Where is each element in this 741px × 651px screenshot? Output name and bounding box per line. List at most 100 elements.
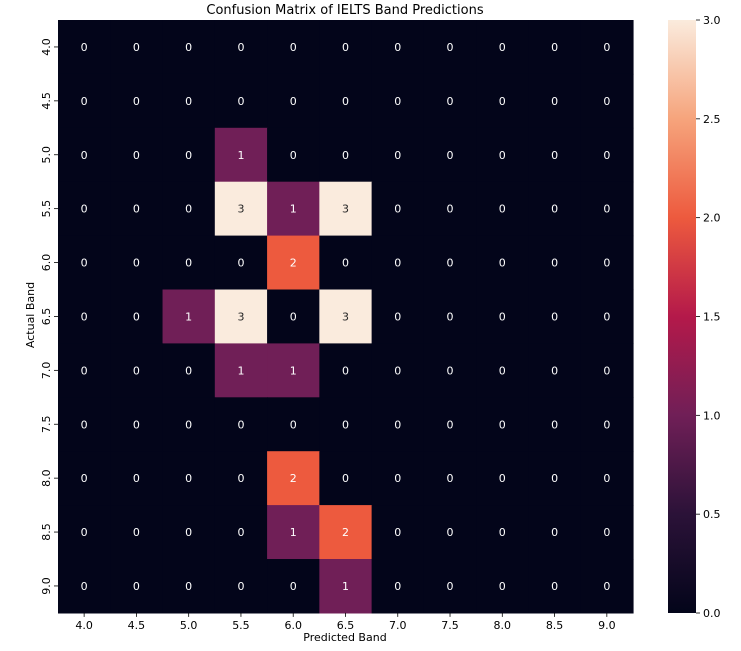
heatmap-cell xyxy=(58,559,111,614)
heatmap-cell xyxy=(58,451,111,506)
heatmap-cell xyxy=(371,397,425,452)
heatmap-cell xyxy=(267,289,320,344)
heatmap-cell xyxy=(110,559,164,614)
cell-value-label: 0 xyxy=(394,310,401,323)
cell-value-label: 0 xyxy=(551,149,558,162)
heatmap-cell xyxy=(110,505,164,560)
cell-value-label: 1 xyxy=(185,310,192,323)
heatmap-cell xyxy=(371,73,425,129)
heatmap-cell xyxy=(423,73,477,129)
cell-value-label: 0 xyxy=(342,95,349,108)
cell-value-label: 0 xyxy=(603,203,610,216)
cell-value-label: 0 xyxy=(499,203,506,216)
heatmap-cell xyxy=(423,20,477,75)
y-tick-label: 5.0 xyxy=(40,146,53,164)
cell-value-label: 0 xyxy=(237,526,244,539)
heatmap-cell xyxy=(476,127,530,183)
heatmap-cell xyxy=(476,289,530,344)
y-tick-label: 9.0 xyxy=(40,577,53,595)
heatmap-cells xyxy=(58,20,634,614)
cell-value-label: 3 xyxy=(342,310,349,323)
heatmap-cell xyxy=(476,397,530,452)
cell-value-label: 0 xyxy=(499,257,506,270)
heatmap-cell xyxy=(162,235,216,291)
cell-value-label: 0 xyxy=(447,203,454,216)
cell-value-label: 1 xyxy=(290,526,297,539)
heatmap-cell xyxy=(267,20,320,75)
cell-value-label: 0 xyxy=(394,203,401,216)
cell-value-label: 0 xyxy=(290,41,297,54)
y-tick-label: 8.0 xyxy=(40,469,53,487)
cell-value-label: 3 xyxy=(237,203,244,216)
heatmap-cell xyxy=(319,127,373,183)
cell-value-label: 2 xyxy=(290,257,297,270)
cell-value-label: 0 xyxy=(603,310,610,323)
heatmap-cell xyxy=(110,20,164,75)
cell-value-label: 0 xyxy=(342,472,349,485)
heatmap-cell xyxy=(528,181,582,237)
colorbar-ticks: 0.0 0.5 1.0 1.5 2.0 2.5 3.0 xyxy=(696,14,721,620)
x-axis-ticks: 4.0 4.5 5.0 5.5 6.0 6.5 7.0 7.5 8.0 8.5 9.0 xyxy=(75,612,616,632)
cell-value-label: 0 xyxy=(603,526,610,539)
cell-value-label: 0 xyxy=(133,257,140,270)
cell-value-label: 0 xyxy=(185,526,192,539)
heatmap-cell xyxy=(371,451,425,506)
cell-value-label: 0 xyxy=(394,418,401,431)
heatmap-cell xyxy=(580,289,634,344)
cell-value-label: 0 xyxy=(185,257,192,270)
cell-value-label: 0 xyxy=(81,257,88,270)
heatmap-cell xyxy=(476,20,530,75)
heatmap-cell xyxy=(319,559,373,614)
cell-value-label: 0 xyxy=(447,418,454,431)
colorbar-tick-label: 1.0 xyxy=(703,409,721,422)
cell-value-label: 0 xyxy=(499,418,506,431)
heatmap-cell xyxy=(476,343,530,398)
colorbar-tick-label: 2.0 xyxy=(703,212,721,225)
heatmap-cell xyxy=(267,397,320,452)
colorbar-tick-label: 1.5 xyxy=(703,311,721,324)
heatmap-cell xyxy=(214,505,268,560)
y-tick-label: 4.0 xyxy=(40,38,53,56)
heatmap-cell xyxy=(528,559,582,614)
heatmap-cell xyxy=(162,559,216,614)
heatmap-cell xyxy=(371,505,425,560)
cell-value-label: 0 xyxy=(237,95,244,108)
cell-value-label: 0 xyxy=(551,580,558,593)
heatmap-cell xyxy=(110,343,164,398)
cell-value-label: 0 xyxy=(81,364,88,377)
cell-value-label: 0 xyxy=(342,418,349,431)
heatmap-cell xyxy=(58,397,111,452)
y-tick-label: 7.0 xyxy=(40,362,53,380)
cell-value-label: 0 xyxy=(81,95,88,108)
heatmap-cell xyxy=(110,235,164,291)
heatmap-cell xyxy=(162,343,216,398)
cell-value-label: 0 xyxy=(394,41,401,54)
heatmap-cell xyxy=(58,505,111,560)
cell-value-label: 0 xyxy=(290,418,297,431)
cell-value-label: 0 xyxy=(133,580,140,593)
cell-value-label: 0 xyxy=(551,364,558,377)
cell-value-label: 0 xyxy=(551,418,558,431)
heatmap-cell xyxy=(423,289,477,344)
cell-value-label: 0 xyxy=(394,149,401,162)
cell-value-label: 0 xyxy=(603,580,610,593)
cell-value-label: 0 xyxy=(447,526,454,539)
cell-value-label: 0 xyxy=(185,580,192,593)
heatmap-cell xyxy=(423,451,477,506)
cell-value-label: 0 xyxy=(342,257,349,270)
heatmap-cell xyxy=(580,235,634,291)
cell-value-label: 0 xyxy=(551,526,558,539)
heatmap-cell xyxy=(423,343,477,398)
heatmap-cell xyxy=(162,505,216,560)
heatmap-cell xyxy=(267,235,320,291)
heatmap-cell xyxy=(580,20,634,75)
heatmap-cell xyxy=(214,289,268,344)
heatmap-cell xyxy=(214,73,268,129)
heatmap-cell xyxy=(162,289,216,344)
heatmap-cell xyxy=(528,20,582,75)
heatmap-cell xyxy=(267,127,320,183)
x-tick-label: 8.0 xyxy=(494,619,512,632)
heatmap-cell xyxy=(528,289,582,344)
heatmap-cell xyxy=(371,127,425,183)
